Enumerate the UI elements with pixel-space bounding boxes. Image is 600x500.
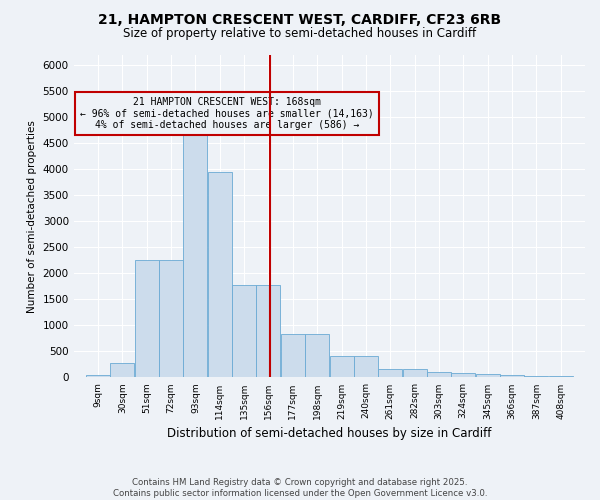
Text: 21 HAMPTON CRESCENT WEST: 168sqm
← 96% of semi-detached houses are smaller (14,1: 21 HAMPTON CRESCENT WEST: 168sqm ← 96% o… [80, 97, 374, 130]
Bar [232, 285, 256, 378]
Bar [548, 376, 572, 378]
Bar [427, 372, 451, 378]
Bar [524, 376, 548, 378]
Bar [403, 369, 427, 378]
Bar [110, 364, 134, 378]
Bar [86, 375, 110, 378]
Bar [329, 356, 353, 378]
Bar [135, 260, 159, 378]
Text: Contains HM Land Registry data © Crown copyright and database right 2025.
Contai: Contains HM Land Registry data © Crown c… [113, 478, 487, 498]
Bar [354, 356, 378, 378]
Bar [256, 285, 280, 378]
Bar [451, 373, 475, 378]
Y-axis label: Number of semi-detached properties: Number of semi-detached properties [27, 120, 37, 312]
Text: Size of property relative to semi-detached houses in Cardiff: Size of property relative to semi-detach… [124, 28, 476, 40]
Bar [378, 369, 402, 378]
Bar [500, 375, 524, 378]
Text: 21, HAMPTON CRESCENT WEST, CARDIFF, CF23 6RB: 21, HAMPTON CRESCENT WEST, CARDIFF, CF23… [98, 12, 502, 26]
Bar [281, 334, 305, 378]
Bar [159, 260, 183, 378]
Bar [476, 374, 500, 378]
Bar [184, 120, 208, 378]
X-axis label: Distribution of semi-detached houses by size in Cardiff: Distribution of semi-detached houses by … [167, 427, 491, 440]
Bar [208, 172, 232, 378]
Bar [305, 334, 329, 378]
